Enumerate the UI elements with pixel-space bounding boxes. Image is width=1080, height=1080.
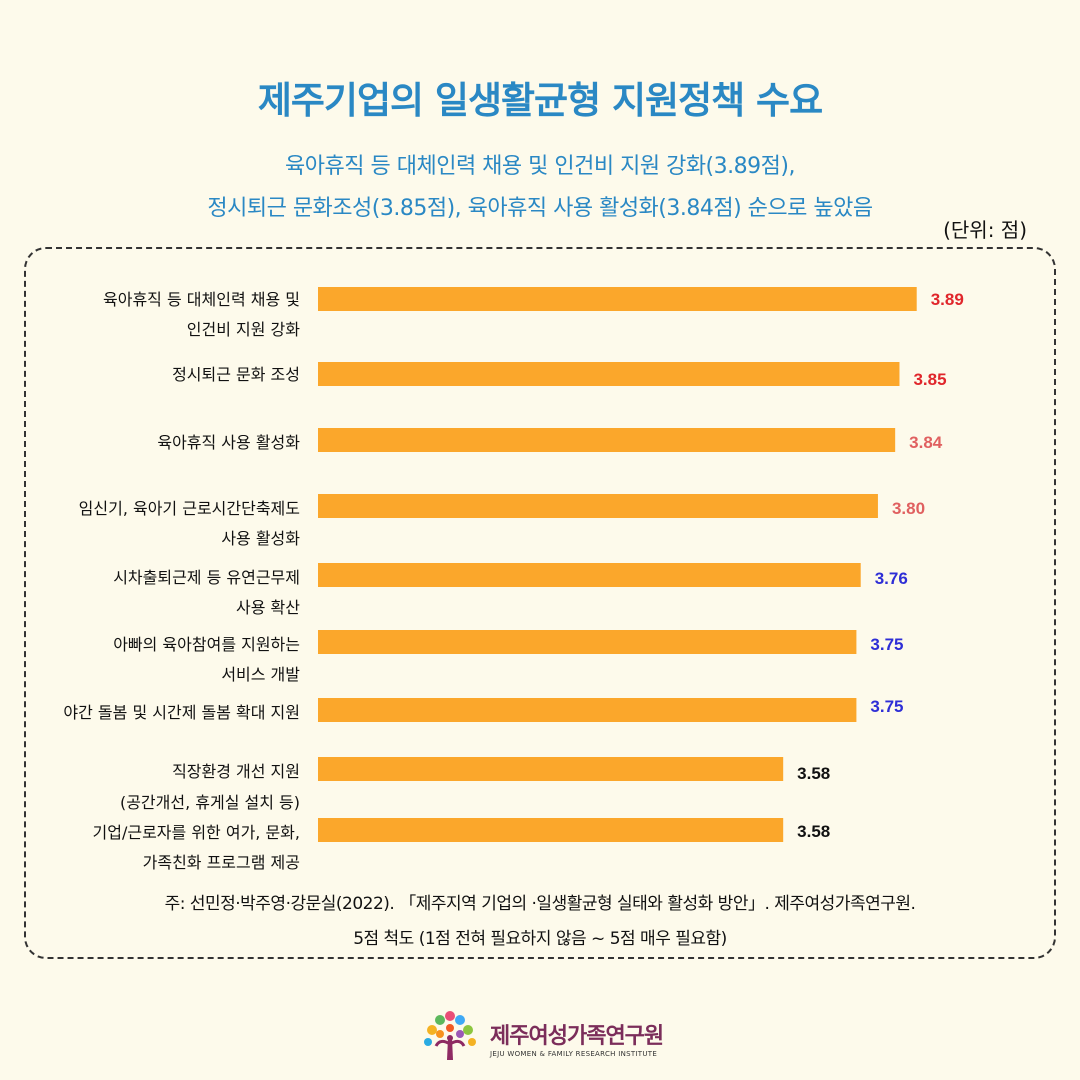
tree-logo-icon: [424, 1011, 476, 1060]
bar-6: [318, 630, 857, 654]
category-label-1-line-1: 육아휴직 등 대체인력 채용 및: [103, 290, 300, 309]
value-label-1: 3.89: [931, 290, 964, 309]
category-label-4-line-1: 임신기, 육아기 근로시간단축제도: [79, 499, 300, 518]
category-label-9-line-2: 가족친화 프로그램 제공: [143, 853, 300, 872]
value-label-8: 3.58: [797, 764, 830, 783]
value-label-6: 3.75: [870, 635, 903, 654]
category-label-5-line-1: 시차출퇴근제 등 유연근무제: [113, 568, 300, 587]
category-label-8-line-1: 직장환경 개선 지원: [172, 762, 300, 781]
category-label-3-line-1: 육아휴직 사용 활성화: [157, 433, 300, 452]
category-label-7-line-1: 야간 돌봄 및 시간제 돌봄 확대 지원: [63, 703, 300, 722]
bar-3: [318, 428, 896, 452]
value-label-3: 3.84: [909, 433, 943, 452]
bar-1: [318, 287, 917, 311]
bar-9: [318, 818, 784, 842]
value-label-4: 3.80: [892, 499, 925, 518]
source-note: 주: 선민정·박주영·강문실(2022). 「제주지역 기업의 ·일생활균형 실…: [164, 894, 916, 914]
bar-8: [318, 757, 784, 781]
category-label-4-line-2: 사용 활성화: [221, 529, 300, 548]
category-label-8-line-2: (공간개선, 휴게실 설치 등): [120, 793, 300, 812]
chart-panel: [24, 247, 1056, 959]
bar-7: [318, 698, 857, 722]
subtitle-line-1: 육아휴직 등 대체인력 채용 및 인건비 지원 강화(3.89점),: [285, 154, 795, 179]
page-title: 제주기업의 일생활균형 지원정책 수요: [257, 79, 823, 122]
value-label-2: 3.85: [913, 370, 946, 389]
bar-5: [318, 563, 861, 587]
value-label-9: 3.58: [797, 822, 830, 841]
category-label-5-line-2: 사용 확산: [236, 598, 300, 617]
bar-2: [318, 362, 900, 386]
institute-logo: 제주여성가족연구원 JEJU WOMEN & FAMILY RESEARCH I…: [418, 1008, 668, 1068]
logo-english: JEJU WOMEN & FAMILY RESEARCH INSTITUTE: [490, 1050, 658, 1058]
subtitle-line-2: 정시퇴근 문화조성(3.85점), 육아휴직 사용 활성화(3.84점) 순으로…: [207, 196, 873, 221]
bar-4: [318, 494, 878, 518]
value-label-5: 3.76: [875, 569, 908, 588]
category-label-6-line-1: 아빠의 육아참여를 지원하는: [113, 635, 300, 654]
scale-note: 5점 척도 (1점 전혀 필요하지 않음 ~ 5점 매우 필요함): [353, 929, 727, 949]
logo-name: 제주여성가족연구원: [490, 1024, 664, 1049]
category-label-6-line-2: 서비스 개발: [221, 665, 300, 684]
category-label-1-line-2: 인건비 지원 강화: [187, 320, 300, 339]
value-label-7: 3.75: [870, 697, 903, 716]
category-label-2-line-1: 정시퇴근 문화 조성: [172, 365, 300, 384]
category-label-9-line-1: 기업/근로자를 위한 여가, 문화,: [93, 823, 300, 842]
unit-label: (단위: 점): [943, 218, 1027, 242]
